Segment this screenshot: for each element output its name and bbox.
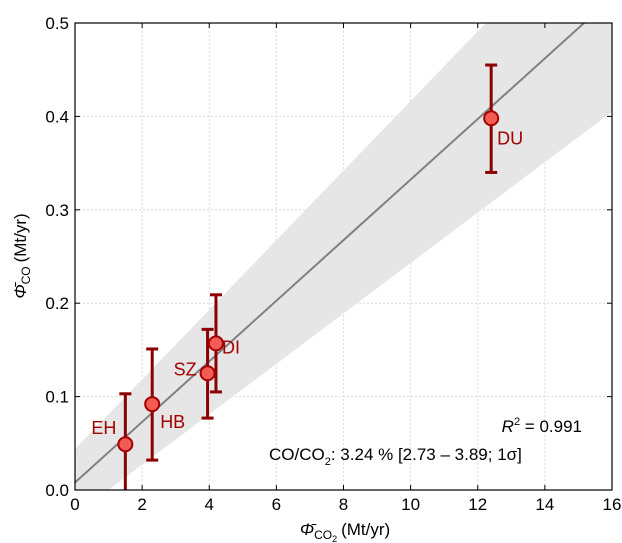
- data-points: [117, 110, 500, 453]
- data-point-eh: [117, 436, 134, 453]
- y-axis-label: Φ̄CO(Mt/yr): [11, 213, 33, 298]
- x-tick-label: 12: [468, 495, 487, 514]
- point-label-di: DI: [222, 337, 240, 357]
- fit-line: [75, 23, 586, 484]
- y-tick-label: 0.5: [45, 14, 69, 33]
- x-tick-label: 16: [603, 495, 622, 514]
- y-tick-label: 0.3: [45, 201, 69, 220]
- x-axis-label: Φ̄CO2 (Mt/yr): [300, 520, 390, 543]
- ratio-annotation: CO/CO2: 3.24 % [2.73 – 3.89; 1σ]: [269, 445, 522, 468]
- x-tick-label: 2: [137, 495, 146, 514]
- y-tick-label: 0.0: [45, 481, 69, 500]
- x-tick-label: 10: [401, 495, 420, 514]
- data-point-sz: [199, 365, 216, 382]
- x-tick-label: 8: [339, 495, 348, 514]
- data-point-di: [207, 335, 224, 352]
- fit-line-segment: [75, 23, 586, 484]
- point-label-du: DU: [497, 128, 523, 148]
- x-tick-label: 0: [70, 495, 79, 514]
- point-label-sz: SZ: [174, 359, 197, 379]
- point-labels: EH HB SZ DI DU: [91, 128, 523, 438]
- data-point-hb: [144, 396, 161, 413]
- y-tick-label: 0.2: [45, 294, 69, 313]
- point-label-hb: HB: [160, 412, 185, 432]
- y-tick-label: 0.4: [45, 107, 69, 126]
- data-point-du: [483, 110, 500, 127]
- point-label-eh: EH: [91, 418, 116, 438]
- y-tick-label: 0.1: [45, 388, 69, 407]
- axis-ticks: 0 2 4 6 8 10 12 14 16 0.0 0.1 0.2 0.3 0.4 0.5: [45, 14, 621, 514]
- x-tick-label: 6: [272, 495, 281, 514]
- x-tick-label: 14: [535, 495, 554, 514]
- r-squared-annotation: R2 = 0.991: [502, 416, 582, 436]
- x-tick-label: 4: [205, 495, 214, 514]
